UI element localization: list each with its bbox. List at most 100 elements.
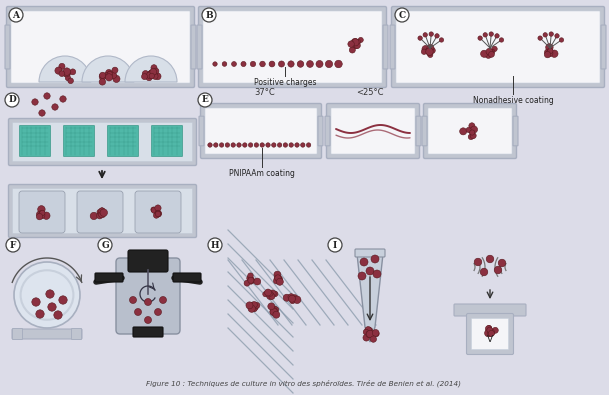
Circle shape — [268, 291, 273, 296]
Circle shape — [283, 294, 290, 301]
FancyBboxPatch shape — [428, 108, 512, 154]
Circle shape — [350, 41, 355, 46]
Circle shape — [146, 74, 152, 81]
Circle shape — [202, 8, 216, 22]
Circle shape — [151, 65, 157, 71]
Circle shape — [370, 336, 376, 342]
Circle shape — [242, 143, 247, 147]
Circle shape — [39, 211, 44, 216]
Circle shape — [499, 38, 504, 42]
Circle shape — [105, 70, 112, 76]
Circle shape — [272, 308, 277, 314]
Circle shape — [538, 36, 542, 40]
Circle shape — [68, 78, 74, 84]
Circle shape — [273, 307, 279, 313]
FancyBboxPatch shape — [71, 329, 82, 339]
Circle shape — [271, 306, 278, 312]
Circle shape — [481, 268, 488, 276]
Circle shape — [353, 43, 359, 49]
Circle shape — [141, 73, 147, 79]
Circle shape — [354, 42, 361, 49]
Circle shape — [248, 277, 254, 283]
Circle shape — [421, 49, 427, 55]
Circle shape — [487, 325, 491, 331]
FancyBboxPatch shape — [116, 258, 180, 334]
Circle shape — [38, 212, 45, 219]
Circle shape — [470, 127, 475, 133]
Circle shape — [269, 293, 275, 299]
Circle shape — [246, 302, 253, 309]
Circle shape — [148, 71, 153, 77]
Circle shape — [273, 311, 280, 318]
Circle shape — [59, 296, 67, 304]
Circle shape — [155, 210, 161, 217]
Circle shape — [231, 62, 236, 66]
Circle shape — [547, 49, 552, 54]
Circle shape — [63, 68, 71, 75]
Circle shape — [254, 303, 260, 308]
Circle shape — [107, 71, 113, 77]
Circle shape — [487, 329, 493, 336]
FancyBboxPatch shape — [9, 184, 197, 237]
Circle shape — [360, 258, 368, 266]
Circle shape — [241, 62, 246, 67]
Circle shape — [270, 308, 278, 316]
Circle shape — [150, 68, 157, 75]
Circle shape — [363, 329, 369, 335]
FancyBboxPatch shape — [205, 108, 317, 154]
Circle shape — [418, 36, 422, 40]
Circle shape — [275, 275, 281, 281]
Circle shape — [14, 262, 80, 328]
FancyBboxPatch shape — [416, 116, 421, 146]
Circle shape — [328, 238, 342, 252]
Circle shape — [9, 8, 23, 22]
Circle shape — [259, 61, 266, 67]
Text: D: D — [8, 96, 16, 105]
FancyBboxPatch shape — [13, 122, 192, 162]
Circle shape — [252, 304, 258, 310]
FancyBboxPatch shape — [392, 6, 605, 88]
Circle shape — [470, 130, 475, 135]
Circle shape — [325, 60, 333, 68]
FancyBboxPatch shape — [396, 11, 600, 83]
Circle shape — [38, 206, 45, 213]
Circle shape — [288, 294, 294, 300]
Circle shape — [555, 34, 559, 38]
Circle shape — [295, 143, 299, 147]
Circle shape — [32, 99, 38, 105]
Circle shape — [483, 33, 487, 37]
Circle shape — [39, 110, 45, 116]
Circle shape — [264, 289, 272, 296]
Circle shape — [274, 271, 281, 278]
Circle shape — [429, 47, 435, 54]
Circle shape — [99, 72, 106, 78]
Circle shape — [365, 327, 371, 333]
Circle shape — [43, 212, 50, 219]
Circle shape — [373, 270, 381, 278]
Circle shape — [546, 50, 553, 57]
Circle shape — [292, 295, 298, 301]
FancyBboxPatch shape — [173, 273, 201, 282]
Circle shape — [90, 212, 97, 220]
Text: E: E — [202, 96, 208, 105]
Circle shape — [70, 69, 76, 75]
Circle shape — [366, 267, 374, 275]
FancyBboxPatch shape — [63, 126, 94, 156]
Circle shape — [427, 50, 432, 56]
Circle shape — [474, 258, 482, 266]
Circle shape — [273, 278, 280, 284]
Text: Positive charges: Positive charges — [254, 78, 316, 87]
Circle shape — [252, 306, 257, 312]
Circle shape — [260, 143, 264, 147]
FancyBboxPatch shape — [454, 304, 526, 316]
Circle shape — [275, 276, 283, 282]
Circle shape — [366, 331, 373, 338]
Circle shape — [278, 61, 284, 67]
Text: PNIPAAm coating: PNIPAAm coating — [229, 169, 295, 178]
Circle shape — [104, 73, 110, 79]
Circle shape — [423, 33, 428, 37]
FancyBboxPatch shape — [108, 126, 138, 156]
Circle shape — [489, 32, 493, 36]
Circle shape — [63, 70, 70, 77]
Circle shape — [155, 211, 161, 216]
